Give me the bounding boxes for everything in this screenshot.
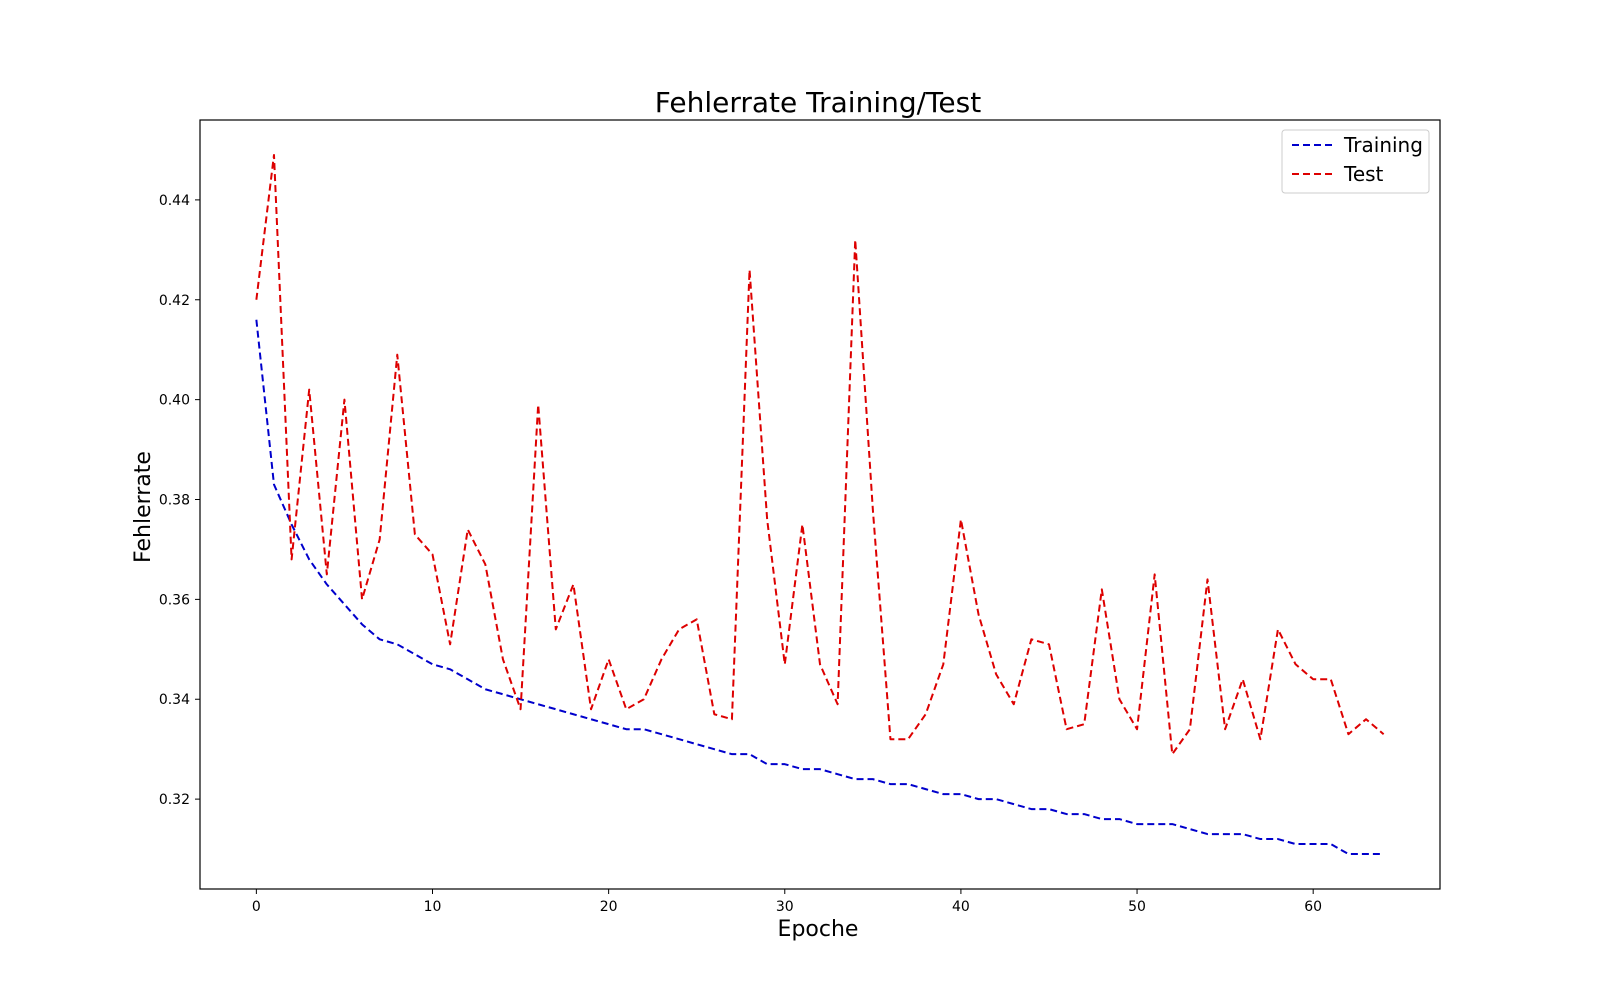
y-axis-title: Fehlerrate	[131, 451, 156, 563]
y-tick-label: 0.44	[159, 193, 190, 209]
x-axis-title: Epoche	[778, 917, 859, 942]
plot-area-frame	[199, 119, 1441, 890]
x-tick-label: 10	[424, 899, 442, 915]
y-tick-label: 0.36	[159, 592, 190, 608]
x-tick-label: 20	[600, 899, 618, 915]
series-line-training	[255, 319, 1384, 856]
x-tick-label: 50	[1128, 899, 1146, 915]
x-axis: 0 10 20 30 40 50 60	[252, 889, 1322, 915]
y-tick-label: 0.34	[159, 692, 190, 708]
y-tick-label: 0.38	[159, 493, 190, 509]
legend-label-test: Test	[1343, 162, 1384, 186]
x-tick-label: 0	[252, 899, 261, 915]
x-tick-label: 30	[776, 899, 794, 915]
x-tick-label: 60	[1304, 899, 1322, 915]
legend: Training Test	[1281, 129, 1430, 194]
y-axis: 0.32 0.34 0.36 0.38 0.40 0.42 0.44	[159, 193, 200, 808]
series-line-test	[255, 153, 1385, 756]
y-tick-label: 0.40	[159, 393, 190, 409]
series-layer	[255, 153, 1385, 856]
x-tick-label: 40	[952, 899, 970, 915]
y-tick-label: 0.42	[159, 293, 190, 309]
y-tick-label: 0.32	[159, 792, 190, 808]
legend-label-training: Training	[1343, 133, 1423, 157]
chart-title: Fehlerrate Training/Test	[655, 86, 981, 119]
